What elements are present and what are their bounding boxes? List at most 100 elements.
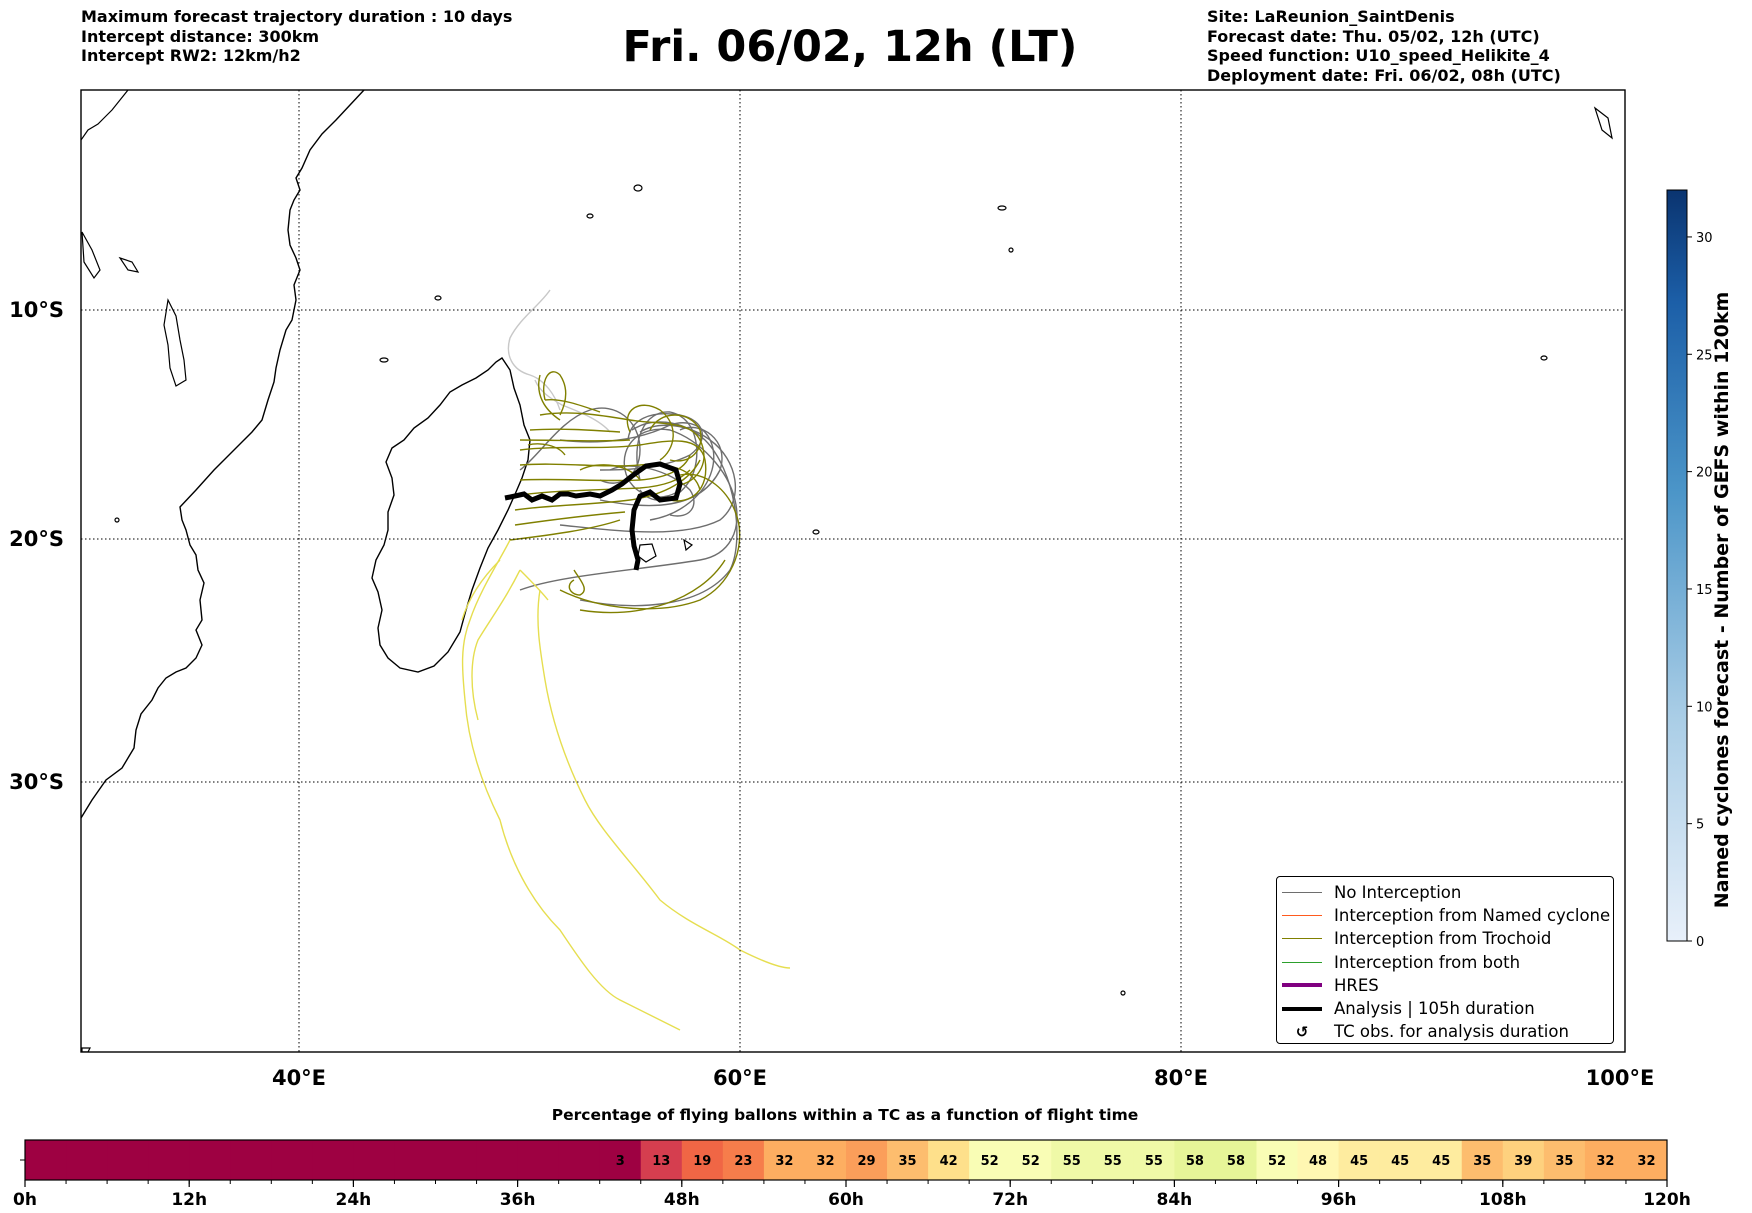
page-title: Fri. 06/02, 12h (LT) (622, 22, 1078, 72)
percentage-bar: 3 13 19 23 32 32 29 35 42 52 52 55 55 55 58 58 52 48 45 45 4… (13, 1139, 1691, 1210)
percentage-cell (681, 1140, 724, 1180)
intercept-rw2-text: Intercept RW2: 12km/h2 (81, 46, 301, 65)
legend-label: HRES (1334, 975, 1379, 995)
percentage-bar-tick-label: 36h (500, 1190, 536, 1210)
percentage-cell (1502, 1140, 1545, 1180)
percentage-bar-tick-label: 72h (992, 1190, 1028, 1210)
percentage-bar-tick-label: 84h (1157, 1190, 1193, 1210)
percentage-cell (928, 1140, 970, 1180)
percentage-cell (476, 1140, 519, 1180)
late-trajectories (461, 539, 791, 1031)
percentage-cell-label: 55 (1063, 1154, 1081, 1169)
x-tick-label: 100°E (1586, 1066, 1655, 1090)
percentage-cell (312, 1140, 354, 1180)
percentage-bar-tick-label: 24h (336, 1190, 372, 1210)
deployment-date-text: Deployment date: Fri. 06/02, 08h (UTC) (1207, 65, 1561, 85)
percentage-cell (230, 1140, 272, 1180)
x-tick-label: 40°E (272, 1066, 326, 1090)
percentage-bar-title: Percentage of flying ballons within a TC… (551, 1106, 1139, 1124)
percentage-bar-tick-label: 120h (1643, 1190, 1691, 1210)
intercept-distance-text: Intercept distance: 300km (81, 26, 320, 46)
gridlines (81, 90, 1625, 1052)
percentage-cell-label: 45 (1391, 1154, 1409, 1169)
percentage-cell-label: 32 (1596, 1154, 1614, 1169)
islands (81, 106, 1613, 1052)
colorbar-tick-label: 20 (1696, 466, 1713, 481)
percentage-cell (722, 1140, 765, 1180)
speed-function-text: Speed function: U10_speed_Helikite_4 (1207, 46, 1550, 65)
percentage-cell (189, 1140, 231, 1180)
percentage-bar-tick-label: 96h (1321, 1190, 1357, 1210)
percentage-cell (1338, 1140, 1381, 1180)
percentage-cell (1174, 1140, 1216, 1180)
percentage-cell (558, 1140, 601, 1180)
percentage-cell-label: 32 (816, 1154, 834, 1169)
africa-coastline (81, 90, 365, 819)
percentage-cell (1215, 1140, 1257, 1180)
percentage-cell (1297, 1140, 1340, 1180)
percentage-cell (1133, 1140, 1175, 1180)
percentage-cell-label: 29 (857, 1154, 875, 1169)
percentage-cell-label: 19 (693, 1154, 711, 1169)
percentage-cell-label: 52 (981, 1154, 999, 1169)
percentage-cell (1256, 1140, 1299, 1180)
legend-item-both: Interception from both (1277, 951, 1613, 974)
percentage-cell (846, 1140, 888, 1180)
percentage-cell-label: 13 (652, 1154, 670, 1169)
percentage-cell (1051, 1140, 1093, 1180)
percentage-cell (969, 1140, 1011, 1180)
legend-line (1282, 915, 1322, 917)
legend-line (1282, 1006, 1322, 1011)
percentage-bar-tick-label: 108h (1479, 1190, 1527, 1210)
percentage-bar-tick-label: 12h (171, 1190, 207, 1210)
legend-line (1282, 892, 1322, 894)
legend: No Interception Interception from Named … (1276, 876, 1614, 1044)
percentage-cell-label: 48 (1309, 1154, 1327, 1169)
percentage-cell (66, 1140, 108, 1180)
legend-item-hres: HRES (1277, 974, 1613, 997)
percentage-cell-label: 52 (1268, 1154, 1286, 1169)
y-tick-label: 30°S (9, 770, 64, 794)
legend-label: TC obs. for analysis duration (1334, 1022, 1569, 1042)
percentage-cell (517, 1140, 560, 1180)
percentage-cell (435, 1140, 478, 1180)
site-text: Site: LaReunion_SaintDenis (1207, 7, 1455, 26)
mauritius-island (683, 538, 694, 552)
percentage-cell-label: 58 (1227, 1154, 1245, 1169)
percentage-bar-tick-label: 60h (828, 1190, 864, 1210)
colorbar-tick-label: 0 (1696, 935, 1704, 950)
percentage-cell (804, 1140, 847, 1180)
percentage-cell (148, 1140, 190, 1180)
y-tick-label: 10°S (9, 298, 64, 322)
legend-label: Analysis | 105h duration (1334, 999, 1535, 1019)
percentage-cell (599, 1140, 642, 1180)
legend-label: Interception from Named cyclone (1334, 906, 1611, 926)
legend-item-tc-obs: ↺ TC obs. for analysis duration (1277, 1020, 1613, 1043)
legend-line (1282, 983, 1322, 988)
percentage-cell (640, 1140, 683, 1180)
percentage-cell-label: 42 (940, 1154, 958, 1169)
percentage-cell (1420, 1140, 1463, 1180)
legend-item-no-interception: No Interception (1277, 881, 1613, 904)
percentage-bar-cells: 3 13 19 23 32 32 29 35 42 52 52 55 55 55 58 58 52 48 45 45 4… (25, 1140, 1668, 1180)
legend-label: No Interception (1334, 883, 1462, 903)
percentage-cell (25, 1140, 67, 1180)
colorbar-tick-label: 30 (1696, 231, 1713, 246)
percentage-cell-label: 35 (1473, 1154, 1491, 1169)
percentage-cell (1092, 1140, 1134, 1180)
y-tick-label: 20°S (9, 527, 64, 551)
light-gray-trajectories (507, 289, 611, 433)
colorbar: 0 5 10 15 20 25 30 (1666, 189, 1713, 950)
colorbar-tick-label: 5 (1696, 818, 1704, 833)
colorbar-tick-label: 15 (1696, 583, 1713, 598)
legend-label: Interception from Trochoid (1334, 929, 1552, 949)
percentage-cell (1379, 1140, 1422, 1180)
tc-obs-icon: ↺ (1295, 1022, 1309, 1041)
somali-coast (81, 90, 129, 141)
percentage-cell-label: 3 (616, 1154, 625, 1169)
percentage-cell (1584, 1140, 1627, 1180)
colorbar-ticks: 0 5 10 15 20 25 30 (1687, 231, 1713, 950)
percentage-cell (353, 1140, 395, 1180)
legend-item-analysis: Analysis | 105h duration (1277, 997, 1613, 1020)
percentage-cell-label: 35 (899, 1154, 917, 1169)
